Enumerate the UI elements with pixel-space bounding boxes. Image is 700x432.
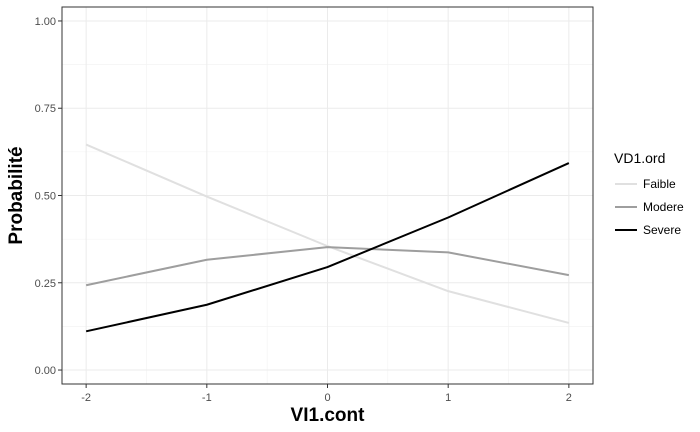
series-line-faible bbox=[85, 143, 570, 324]
y-tick-label: 0.50 bbox=[35, 191, 56, 203]
legend-title: VD1.ord bbox=[614, 150, 665, 166]
grid bbox=[62, 7, 593, 384]
legend: VD1.ord Faible Modere Severe bbox=[614, 150, 684, 237]
y-tick-label: 0.00 bbox=[35, 365, 56, 377]
series-lines bbox=[85, 143, 570, 333]
x-axis-title: VI1.cont bbox=[291, 405, 366, 426]
legend-label-severe: Severe bbox=[643, 223, 681, 237]
y-tick-label: 0.25 bbox=[35, 278, 56, 290]
legend-label-faible: Faible bbox=[643, 177, 676, 191]
axis-ticks: -2 -1 0 1 2 0.00 0.25 0.50 0.75 1.00 bbox=[35, 16, 572, 404]
series-line-severe bbox=[85, 162, 570, 333]
x-tick-label: 1 bbox=[445, 392, 451, 404]
series-line-modere bbox=[85, 246, 570, 287]
x-tick-label: -2 bbox=[81, 392, 91, 404]
x-tick-label: 2 bbox=[566, 392, 572, 404]
x-tick-label: 0 bbox=[324, 392, 330, 404]
x-tick-label: -1 bbox=[202, 392, 212, 404]
y-tick-label: 0.75 bbox=[35, 103, 56, 115]
legend-label-modere: Modere bbox=[643, 200, 684, 214]
y-axis-title: Probabilité bbox=[6, 146, 27, 244]
y-tick-label: 1.00 bbox=[35, 16, 56, 28]
